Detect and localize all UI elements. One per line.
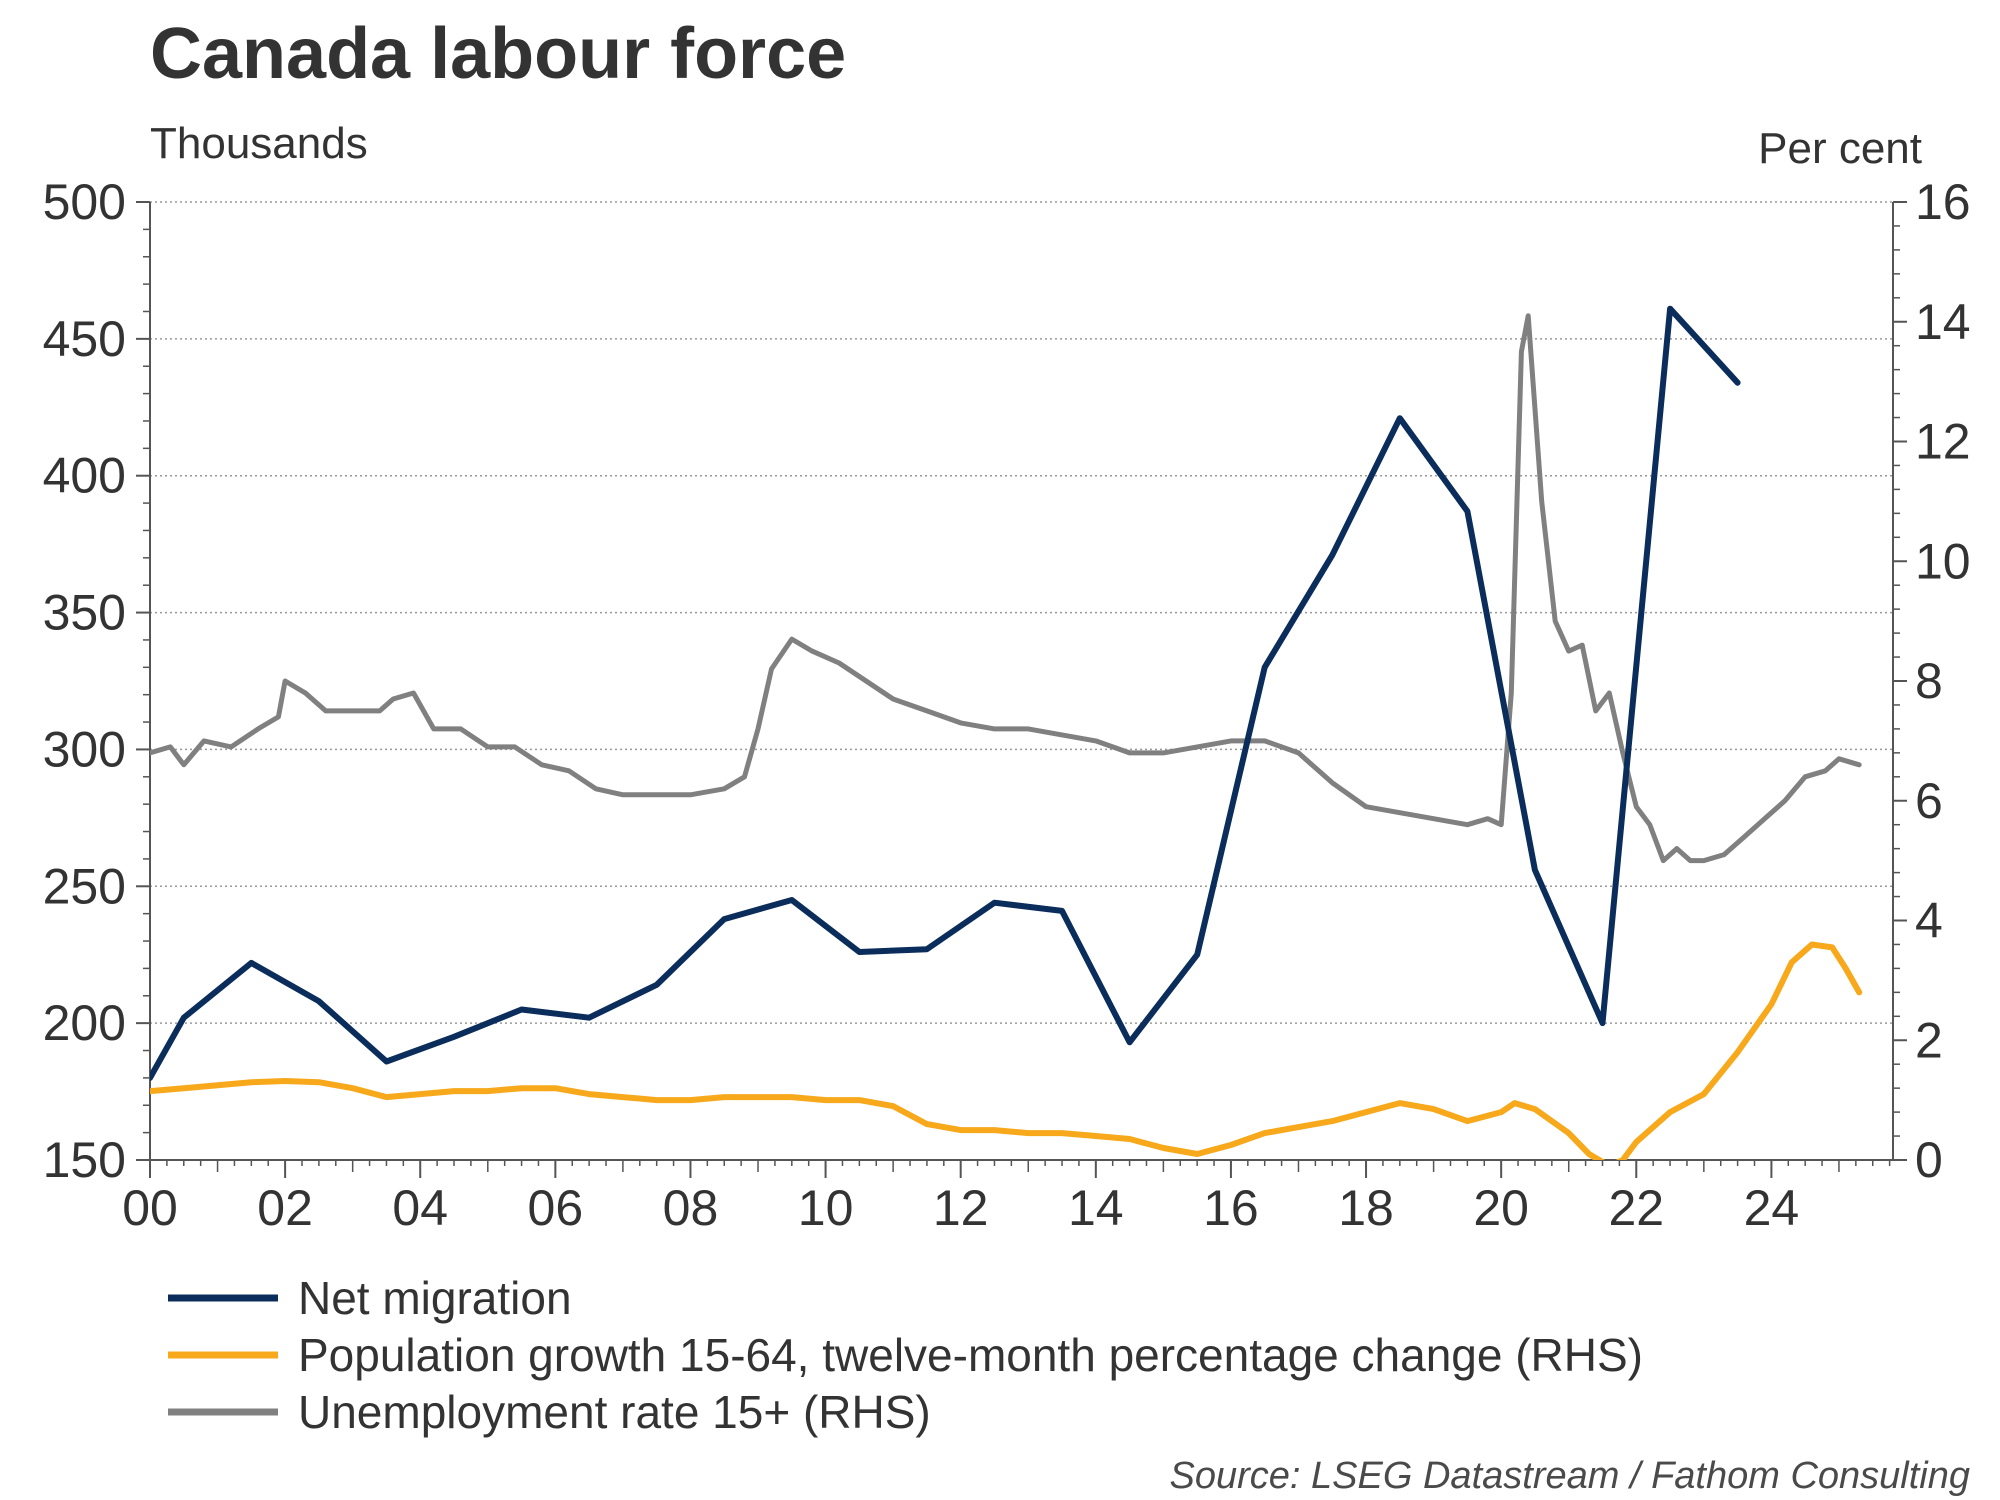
legend-label-unemployment-rate: Unemployment rate 15+ (RHS) bbox=[298, 1386, 931, 1438]
x-tick-label: 16 bbox=[1203, 1180, 1259, 1236]
x-tick-label: 08 bbox=[663, 1180, 719, 1236]
left-tick-label: 500 bbox=[43, 174, 126, 230]
left-axis-unit-label: Thousands bbox=[150, 119, 368, 168]
right-tick-label: 8 bbox=[1915, 653, 1943, 709]
right-axis-unit-label: Per cent bbox=[1758, 124, 1922, 173]
right-tick-label: 2 bbox=[1915, 1012, 1943, 1068]
right-tick-label: 14 bbox=[1915, 294, 1971, 350]
left-tick-label: 150 bbox=[43, 1132, 126, 1188]
right-tick-label: 10 bbox=[1915, 533, 1971, 589]
legend-label-net-migration: Net migration bbox=[298, 1272, 572, 1324]
left-tick-label: 200 bbox=[43, 995, 126, 1051]
right-tick-label: 4 bbox=[1915, 893, 1943, 949]
left-tick-label: 400 bbox=[43, 448, 126, 504]
x-tick-label: 20 bbox=[1473, 1180, 1529, 1236]
right-tick-label: 6 bbox=[1915, 773, 1943, 829]
gridlines bbox=[150, 201, 1893, 1024]
x-tick-label: 06 bbox=[528, 1180, 584, 1236]
x-tick-label: 00 bbox=[122, 1180, 178, 1236]
series-lines bbox=[150, 305, 1863, 1160]
right-tick-label: 16 bbox=[1915, 174, 1971, 230]
left-tick-label: 300 bbox=[43, 721, 126, 777]
chart-title: Canada labour force bbox=[150, 14, 846, 94]
x-tick-label: 04 bbox=[392, 1180, 448, 1236]
x-tick-label: 24 bbox=[1744, 1180, 1800, 1236]
series-line-net-migration bbox=[150, 305, 1741, 1081]
left-tick-label: 350 bbox=[43, 585, 126, 641]
left-tick-label: 250 bbox=[43, 858, 126, 914]
x-tick-label: 12 bbox=[933, 1180, 989, 1236]
right-tick-label: 12 bbox=[1915, 414, 1971, 470]
x-tick-label: 10 bbox=[798, 1180, 854, 1236]
series-line-unemployment-rate bbox=[150, 313, 1862, 864]
x-tick-label: 14 bbox=[1068, 1180, 1124, 1236]
series-line-population-growth bbox=[150, 941, 1863, 1160]
right-tick-label: 0 bbox=[1915, 1132, 1943, 1188]
x-tick-label: 18 bbox=[1338, 1180, 1394, 1236]
x-tick-label: 02 bbox=[257, 1180, 313, 1236]
x-tick-label: 22 bbox=[1608, 1180, 1664, 1236]
legend: Net migration Population growth 15-64, t… bbox=[168, 1272, 1643, 1438]
legend-label-population-growth: Population growth 15-64, twelve-month pe… bbox=[298, 1329, 1643, 1381]
left-tick-label: 450 bbox=[43, 311, 126, 367]
source-note: Source: LSEG Datastream / Fathom Consult… bbox=[1170, 1455, 1970, 1497]
